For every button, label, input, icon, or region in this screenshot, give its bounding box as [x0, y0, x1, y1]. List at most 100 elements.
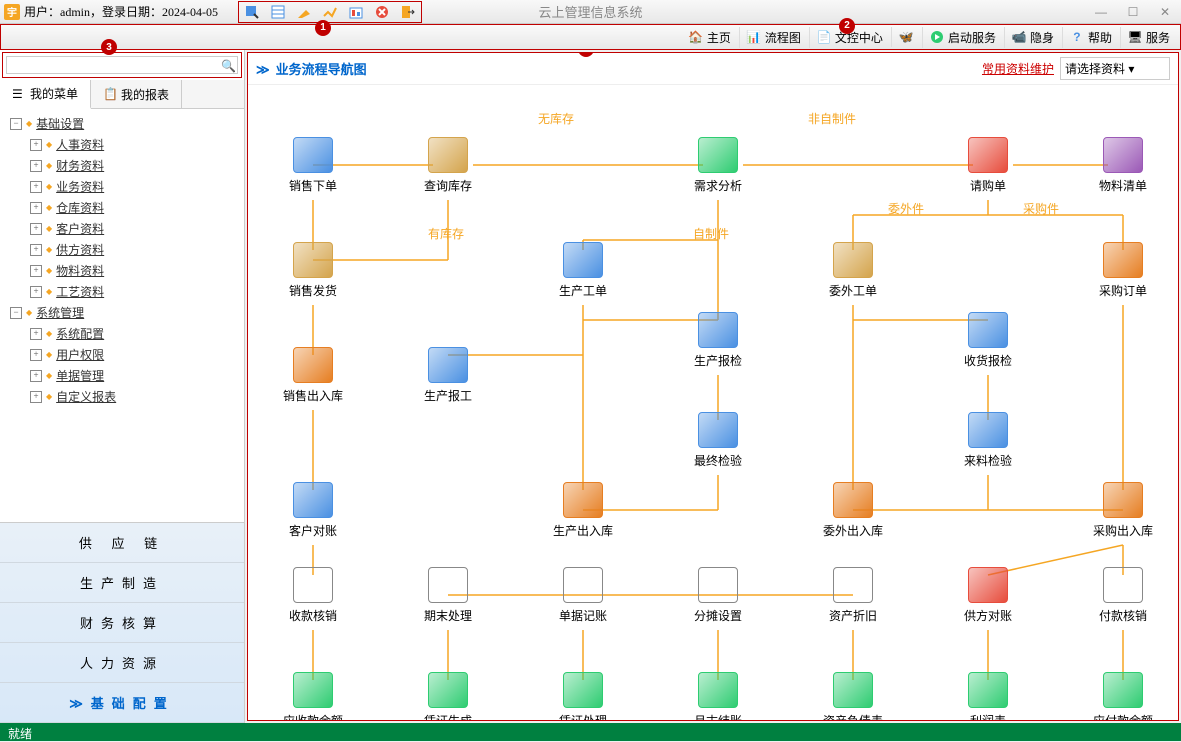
- flow-node-outsource_io[interactable]: 委外出入库: [813, 480, 893, 539]
- tree-node[interactable]: +◆客户资料: [2, 218, 242, 239]
- sidebar-tabs: ☰我的菜单 📋我的报表: [0, 80, 244, 109]
- quick-tool-close-button[interactable]: [370, 3, 394, 21]
- flow-node-sales_order[interactable]: 销售下单: [273, 135, 353, 194]
- quick-tool-2-button[interactable]: [266, 3, 290, 21]
- bottomnav-hr[interactable]: 人力资源: [0, 643, 244, 683]
- maintenance-link[interactable]: 常用资料维护: [982, 60, 1054, 77]
- doc-icon: 📄: [816, 29, 832, 45]
- flow-node-ar_balance[interactable]: 应收款余额: [273, 670, 353, 721]
- tree-expander-icon[interactable]: +: [30, 223, 42, 235]
- flow-node-query_stock[interactable]: 查询库存: [408, 135, 488, 194]
- tree-node[interactable]: +◆用户权限: [2, 344, 242, 365]
- maintenance-select[interactable]: 请选择资料 ▾: [1060, 57, 1170, 80]
- maximize-button[interactable]: ☐: [1121, 4, 1145, 20]
- flow-node-prod_order[interactable]: 生产工单: [543, 240, 623, 299]
- bottomnav-finance[interactable]: 财务核算: [0, 603, 244, 643]
- flow-node-outsource_order[interactable]: 委外工单: [813, 240, 893, 299]
- tree-expander-icon[interactable]: +: [30, 244, 42, 256]
- bottomnav-supply[interactable]: 供 应 链: [0, 523, 244, 563]
- flow-node-income_stmt[interactable]: 利润表: [948, 670, 1028, 721]
- search-icon[interactable]: 🔍: [221, 59, 233, 71]
- flow-node-sales_io[interactable]: 销售出入库: [273, 345, 353, 404]
- sidebar-search-input[interactable]: [6, 56, 238, 74]
- tree-node[interactable]: +◆业务资料: [2, 176, 242, 197]
- tree-node[interactable]: +◆工艺资料: [2, 281, 242, 302]
- flow-node-voucher_proc[interactable]: 凭证处理: [543, 670, 623, 721]
- butterfly-icon: 🦋: [898, 29, 914, 45]
- flow-edge-label: 非自制件: [808, 110, 856, 127]
- flow-node-allocation[interactable]: 分摊设置: [678, 565, 758, 624]
- flow-node-month_close[interactable]: 月末结账: [678, 670, 758, 721]
- tree-node[interactable]: +◆财务资料: [2, 155, 242, 176]
- flow-node-ap_writeoff[interactable]: 付款核销: [1083, 565, 1163, 624]
- minimize-button[interactable]: —: [1089, 4, 1113, 20]
- flow-node-ap_balance[interactable]: 应付款余额: [1083, 670, 1163, 721]
- tree-expander-icon[interactable]: +: [30, 391, 42, 403]
- tab-my-report[interactable]: 📋我的报表: [91, 80, 182, 108]
- flow-node-supplier_recon[interactable]: 供方对账: [948, 565, 1028, 624]
- tree-node[interactable]: −◆基础设置: [2, 113, 242, 134]
- flow-node-po[interactable]: 采购订单: [1083, 240, 1163, 299]
- flow-node-prod_report[interactable]: 生产报工: [408, 345, 488, 404]
- tree-node[interactable]: +◆单据管理: [2, 365, 242, 386]
- home-button[interactable]: 🏠主页: [682, 27, 737, 48]
- tree-expander-icon[interactable]: +: [30, 139, 42, 151]
- tab-my-menu[interactable]: ☰我的菜单: [0, 80, 91, 109]
- flow-node-icon: [964, 565, 1012, 605]
- flow-node-voucher_gen[interactable]: 凭证生成: [408, 670, 488, 721]
- tree-expander-icon[interactable]: +: [30, 349, 42, 361]
- bottomnav-prod[interactable]: 生产制造: [0, 563, 244, 603]
- flow-node-balance_sheet[interactable]: 资产负债表: [813, 670, 893, 721]
- flow-node-period_end[interactable]: 期末处理: [408, 565, 488, 624]
- flow-node-label: 供方对账: [964, 607, 1012, 624]
- flow-node-voucher_post[interactable]: 单据记账: [543, 565, 623, 624]
- flow-node-incoming_qc[interactable]: 来料检验: [948, 410, 1028, 469]
- tree-node[interactable]: +◆自定义报表: [2, 386, 242, 407]
- tree-node[interactable]: +◆人事资料: [2, 134, 242, 155]
- tree-node-label: 人事资料: [56, 136, 104, 153]
- flow-node-depreciation[interactable]: 资产折旧: [813, 565, 893, 624]
- tree-node[interactable]: +◆物料资料: [2, 260, 242, 281]
- quick-tool-3-button[interactable]: [292, 3, 316, 21]
- flow-node-label: 来料检验: [964, 452, 1012, 469]
- tree-expander-icon[interactable]: +: [30, 160, 42, 172]
- flow-node-prod_io[interactable]: 生产出入库: [543, 480, 623, 539]
- tree-node[interactable]: +◆仓库资料: [2, 197, 242, 218]
- tree-expander-icon[interactable]: +: [30, 370, 42, 382]
- tree-node[interactable]: +◆供方资料: [2, 239, 242, 260]
- flow-node-bom[interactable]: 物料清单: [1083, 135, 1163, 194]
- service-button[interactable]: 🖥服务: [1120, 27, 1176, 48]
- close-window-button[interactable]: ✕: [1153, 4, 1177, 20]
- tree-node[interactable]: −◆系统管理: [2, 302, 242, 323]
- flow-node-ar_writeoff[interactable]: 收款核销: [273, 565, 353, 624]
- flowchart-button[interactable]: 📊流程图: [739, 27, 807, 48]
- flow-node-final_qc[interactable]: 最终检验: [678, 410, 758, 469]
- flow-node-purchase_req[interactable]: 请购单: [948, 135, 1028, 194]
- incognito-button[interactable]: 📹隐身: [1004, 27, 1060, 48]
- flow-node-recv_qc[interactable]: 收货报检: [948, 310, 1028, 369]
- flow-node-cust_recon[interactable]: 客户对账: [273, 480, 353, 539]
- flow-node-prod_qc[interactable]: 生产报检: [678, 310, 758, 369]
- tree-expander-icon[interactable]: +: [30, 286, 42, 298]
- flow-node-sales_ship[interactable]: 销售发货: [273, 240, 353, 299]
- user-info-label: 用户：admin，登录日期：2024-04-05: [24, 3, 218, 20]
- tree-expander-icon[interactable]: +: [30, 328, 42, 340]
- flow-node-label: 生产工单: [559, 282, 607, 299]
- help-button[interactable]: ?帮助: [1062, 27, 1118, 48]
- quick-tool-1-button[interactable]: [240, 3, 264, 21]
- tree-expander-icon[interactable]: −: [10, 118, 22, 130]
- tree-expander-icon[interactable]: +: [30, 202, 42, 214]
- tree-expander-icon[interactable]: −: [10, 307, 22, 319]
- tree-expander-icon[interactable]: +: [30, 181, 42, 193]
- quick-tool-exit-button[interactable]: [396, 3, 420, 21]
- flow-edge-label: 有库存: [428, 225, 464, 242]
- bottomnav-config[interactable]: 基础配置: [0, 683, 244, 723]
- tree-node[interactable]: +◆系统配置: [2, 323, 242, 344]
- flow-node-purchase_io[interactable]: 采购出入库: [1083, 480, 1163, 539]
- flow-node-demand[interactable]: 需求分析: [678, 135, 758, 194]
- tree-expander-icon[interactable]: +: [30, 265, 42, 277]
- quick-tool-4-button[interactable]: [318, 3, 342, 21]
- butterfly-button[interactable]: 🦋: [891, 27, 920, 47]
- start-service-button[interactable]: 启动服务: [922, 27, 1002, 48]
- quick-tool-5-button[interactable]: [344, 3, 368, 21]
